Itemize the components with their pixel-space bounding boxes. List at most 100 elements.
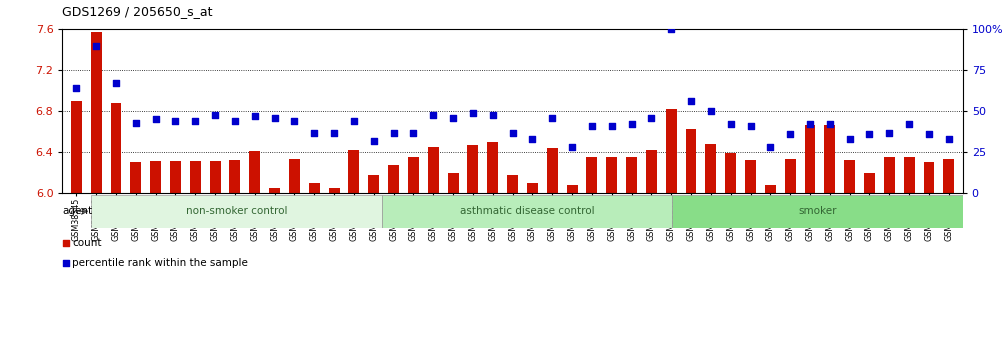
Point: [187, 118, 203, 124]
Point: [306, 130, 322, 135]
Bar: [348, 150, 359, 193]
Bar: [844, 160, 855, 193]
Point: [881, 130, 897, 135]
Text: smoker: smoker: [799, 206, 837, 216]
Point: [148, 117, 164, 122]
Point: [386, 130, 402, 135]
Point: [544, 115, 560, 121]
Bar: [567, 185, 577, 193]
Point: [128, 120, 144, 126]
Bar: [328, 188, 339, 193]
Bar: [309, 183, 319, 193]
Point: [564, 145, 580, 150]
Bar: [725, 153, 736, 193]
Bar: [923, 162, 934, 193]
Bar: [745, 160, 756, 193]
Point: [723, 122, 739, 127]
Text: percentile rank within the sample: percentile rank within the sample: [73, 258, 248, 268]
Bar: [765, 185, 775, 193]
Point: [445, 115, 461, 121]
Point: [247, 114, 263, 119]
Bar: [825, 125, 835, 193]
Point: [584, 123, 600, 129]
Text: GDS1269 / 205650_s_at: GDS1269 / 205650_s_at: [62, 5, 212, 18]
Bar: [92, 195, 382, 228]
Bar: [408, 157, 419, 193]
Point: [525, 136, 541, 142]
Point: [465, 110, 481, 116]
Bar: [170, 161, 181, 193]
Point: [58, 261, 75, 266]
Point: [782, 131, 799, 137]
Point: [664, 27, 680, 32]
Bar: [944, 159, 955, 193]
Point: [425, 112, 441, 117]
Point: [603, 123, 619, 129]
Point: [207, 112, 224, 117]
Bar: [230, 160, 241, 193]
Point: [108, 81, 124, 86]
Point: [68, 86, 85, 91]
Bar: [448, 173, 458, 193]
Bar: [269, 188, 280, 193]
Point: [742, 123, 758, 129]
Point: [167, 118, 183, 124]
Text: agent: agent: [62, 206, 93, 216]
Point: [505, 130, 521, 135]
Point: [802, 122, 818, 127]
Bar: [467, 145, 478, 193]
Point: [326, 130, 342, 135]
Bar: [428, 147, 439, 193]
Bar: [864, 173, 875, 193]
Bar: [209, 161, 221, 193]
Point: [366, 138, 382, 144]
Bar: [289, 159, 300, 193]
Point: [842, 136, 858, 142]
Bar: [586, 157, 597, 193]
Bar: [666, 109, 677, 193]
Bar: [508, 175, 518, 193]
Point: [88, 43, 104, 48]
Point: [861, 131, 877, 137]
Bar: [382, 195, 673, 228]
Point: [406, 130, 422, 135]
Point: [643, 115, 660, 121]
Point: [822, 122, 838, 127]
Bar: [250, 151, 260, 193]
Point: [345, 118, 362, 124]
Bar: [606, 157, 617, 193]
Point: [286, 118, 302, 124]
Point: [901, 122, 917, 127]
Text: non-smoker control: non-smoker control: [186, 206, 287, 216]
Bar: [527, 183, 538, 193]
Bar: [673, 195, 963, 228]
Point: [623, 122, 639, 127]
Text: asthmatic disease control: asthmatic disease control: [460, 206, 594, 216]
Point: [762, 145, 778, 150]
Bar: [111, 103, 122, 193]
Bar: [388, 165, 399, 193]
Bar: [70, 101, 82, 193]
Bar: [884, 157, 895, 193]
Point: [703, 108, 719, 114]
Point: [484, 112, 500, 117]
Bar: [645, 150, 657, 193]
Bar: [706, 144, 716, 193]
Bar: [150, 161, 161, 193]
Bar: [805, 125, 816, 193]
Text: count: count: [73, 238, 102, 248]
Bar: [547, 148, 558, 193]
Bar: [130, 162, 141, 193]
Point: [683, 99, 699, 104]
Bar: [91, 32, 102, 193]
Bar: [686, 129, 697, 193]
Bar: [784, 159, 796, 193]
Bar: [190, 161, 200, 193]
Bar: [626, 157, 637, 193]
Point: [267, 115, 283, 121]
Bar: [487, 142, 498, 193]
Bar: [369, 175, 380, 193]
Point: [921, 131, 938, 137]
Point: [227, 118, 243, 124]
Bar: [903, 157, 914, 193]
